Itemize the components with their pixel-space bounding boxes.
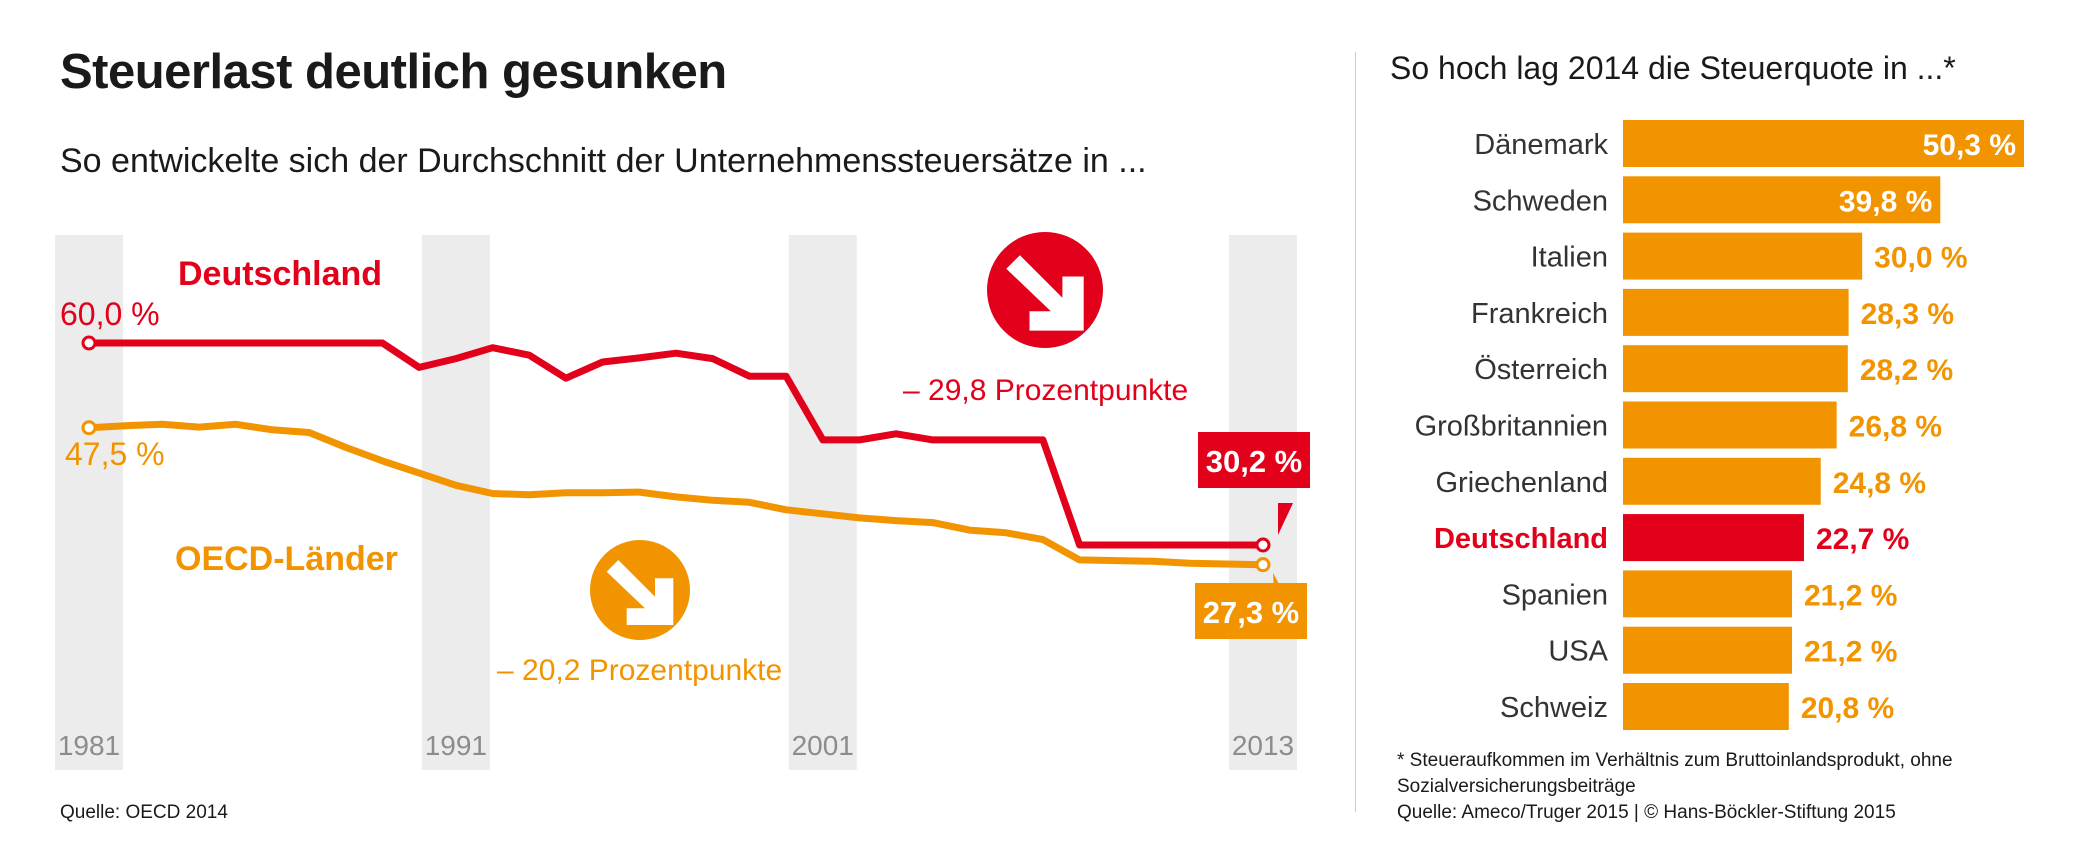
end-label-deutschland: 30,2 % <box>1206 444 1303 479</box>
bar <box>1623 570 1793 618</box>
year-label-2001: 2001 <box>792 730 854 761</box>
bar-value-label: 21,2 % <box>1804 636 1897 669</box>
bar-chart-title: So hoch lag 2014 die Steuerquote in ...* <box>1390 50 1956 86</box>
deutschland-start-marker <box>81 335 97 351</box>
bar <box>1623 232 1863 280</box>
bar-chart: Dänemark 50,3 % Schweden 39,8 % Italien 30,0 … <box>1415 120 2024 730</box>
bar-category-label: Italien <box>1531 242 1608 274</box>
line-chart-source: Quelle: OECD 2014 <box>60 802 228 823</box>
bar-value-label: 28,2 % <box>1860 354 1953 387</box>
oecd-callout-box <box>1195 583 1307 639</box>
bar <box>1623 345 1848 393</box>
start-label-oecd: 47,5 % <box>65 436 165 472</box>
decline-arrow-icon-oecd <box>590 540 690 640</box>
bar <box>1623 683 1789 730</box>
chart-subtitle: So entwickelte sich der Durchschnitt der… <box>60 142 1147 180</box>
year-label-1981: 1981 <box>58 730 120 761</box>
column-divider <box>1355 52 1356 812</box>
year-band-2001 <box>788 235 857 770</box>
bar-value-label: 50,3 % <box>1923 129 2016 162</box>
series-line-deutschland <box>85 339 1267 549</box>
bar-category-label: Großbritannien <box>1415 411 1608 443</box>
oecd-end-marker <box>1255 557 1271 573</box>
bar-category-label: Deutschland <box>1434 523 1608 555</box>
series-name-deutschland: Deutschland <box>178 255 382 293</box>
bar <box>1623 401 1837 449</box>
bar-value-label: 39,8 % <box>1839 185 1932 218</box>
bar-value-label: 26,8 % <box>1849 411 1942 444</box>
year-band-1991 <box>421 235 490 770</box>
change-label-deutschland: – 29,8 Prozentpunkte <box>903 374 1188 407</box>
deutschland-end-marker <box>1255 537 1271 553</box>
bar-value-label: 20,8 % <box>1801 692 1894 725</box>
bar-category-label: Griechenland <box>1436 467 1609 499</box>
bar-value-label: 30,0 % <box>1874 242 1967 275</box>
bar-value-label: 24,8 % <box>1833 467 1926 500</box>
year-label-2013: 2013 <box>1232 730 1294 761</box>
year-band-2013 <box>1229 235 1297 770</box>
chart-title: Steuerlast deutlich gesunken <box>60 45 727 99</box>
bar-category-label: Österreich <box>1474 354 1608 386</box>
bar <box>1623 176 1941 224</box>
bar-category-label: Schweden <box>1473 185 1608 217</box>
line-chart: 1981 1991 2001 2013 Deutschland OECD-Länder 60… <box>55 232 1310 770</box>
bar-category-label: Dänemark <box>1474 129 1608 161</box>
deutschland-callout-box <box>1198 432 1310 488</box>
bar <box>1623 457 1821 505</box>
bar-chart-source: Quelle: Ameco/Truger 2015 | © Hans-Böckl… <box>1397 802 1896 823</box>
series-line-oecd <box>85 420 1267 569</box>
bar-category-label: Spanien <box>1502 579 1608 611</box>
bar-value-label: 21,2 % <box>1804 579 1897 612</box>
decline-arrow-icon-deutschland <box>987 232 1103 348</box>
bar <box>1623 120 2024 167</box>
bar <box>1623 288 1849 336</box>
bar-chart-footnote: * Steueraufkommen im Verhältnis zum Brut… <box>1397 750 1953 797</box>
bar-category-label: USA <box>1548 636 1608 668</box>
bar <box>1623 514 1804 562</box>
bar-value-label: 28,3 % <box>1861 298 1954 331</box>
year-band-1981 <box>55 235 123 770</box>
end-label-oecd: 27,3 % <box>1203 595 1300 630</box>
bar <box>1623 626 1793 674</box>
year-label-1991: 1991 <box>425 730 487 761</box>
start-label-deutschland: 60,0 % <box>60 296 160 332</box>
series-name-oecd: OECD-Länder <box>175 540 398 578</box>
change-label-oecd: – 20,2 Prozentpunkte <box>497 654 782 687</box>
bar-category-label: Schweiz <box>1500 692 1608 724</box>
bar-category-label: Frankreich <box>1471 298 1608 330</box>
deutschland-callout-pointer <box>1278 503 1293 535</box>
bar-value-label: 22,7 % <box>1816 523 1909 556</box>
oecd-start-marker <box>81 420 97 436</box>
